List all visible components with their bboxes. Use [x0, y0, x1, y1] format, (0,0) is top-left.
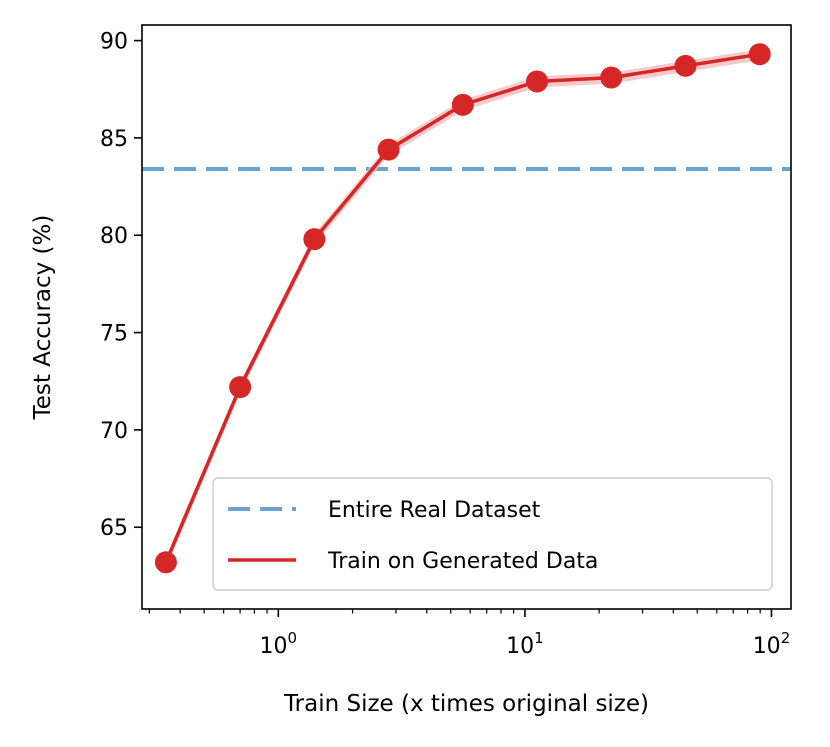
data-point-4 — [377, 138, 400, 161]
data-point-9 — [748, 43, 771, 66]
y-tick-label-85: 85 — [100, 127, 128, 152]
data-point-8 — [674, 54, 697, 77]
legend: Entire Real Dataset Train on Generated D… — [212, 477, 773, 591]
data-point-6 — [526, 70, 549, 93]
y-tick-label-65: 65 — [100, 516, 128, 541]
x-tick-label-10: 101 — [506, 629, 544, 659]
data-point-7 — [600, 66, 623, 89]
y-axis-label: Test Accuracy (%) — [30, 215, 56, 421]
x-tick-label-100: 102 — [753, 629, 791, 659]
y-tick-label-80: 80 — [100, 224, 128, 249]
legend-box — [212, 477, 773, 591]
data-point-2 — [229, 376, 252, 399]
x-axis-label: Train Size (x times original size) — [283, 691, 649, 717]
axis-ticks: 65 70 75 80 85 90 100 101 102 — [100, 30, 790, 659]
y-tick-label-70: 70 — [100, 419, 128, 444]
data-point-1 — [154, 551, 177, 574]
data-point-3 — [303, 228, 326, 251]
y-tick-label-90: 90 — [100, 30, 128, 55]
legend-label-entire-real-dataset: Entire Real Dataset — [328, 498, 541, 523]
y-tick-label-75: 75 — [100, 322, 128, 347]
plot-area — [142, 43, 791, 574]
data-point-5 — [451, 93, 474, 116]
legend-label-train-on-generated-data: Train on Generated Data — [327, 549, 598, 574]
axes-frame — [141, 24, 792, 610]
x-tick-label-1: 100 — [260, 629, 298, 659]
